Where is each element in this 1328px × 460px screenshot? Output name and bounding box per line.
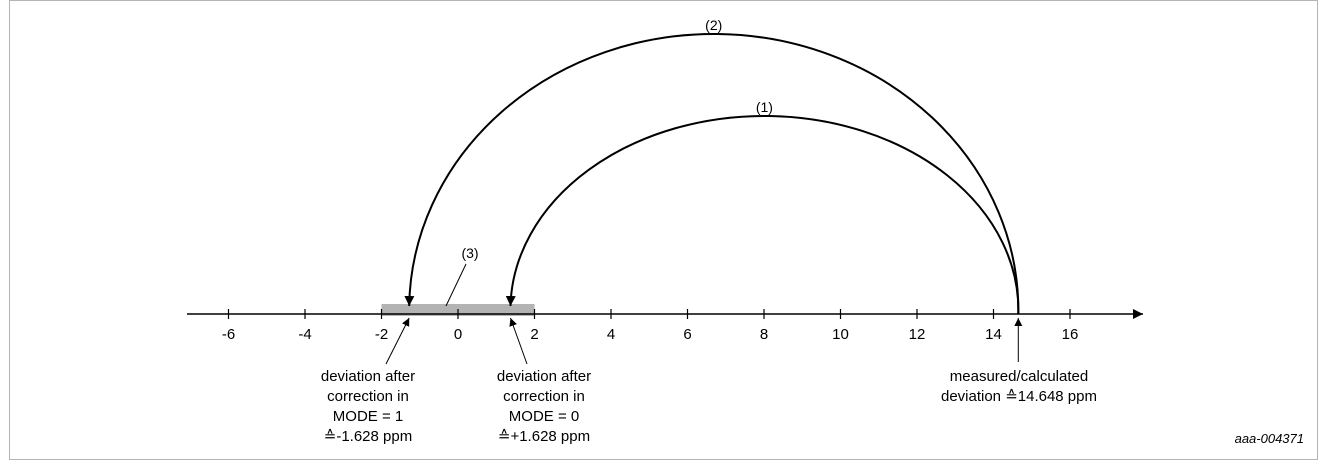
mode1-annotation-line3: MODE = 1 [333,408,403,425]
axis-tick-label: -2 [375,326,388,343]
mode0-annotation-line3: MODE = 0 [509,408,579,425]
mode1-annotation-line2: correction in [327,388,409,405]
mode1-annotation-line4: ≙-1.628 ppm [324,428,412,445]
deviation-diagram: -6 -4 -2 0 2 4 6 8 10 12 14 16 (2) (1) (3) deviatio… [187,17,1304,446]
mode1-pointer [385,317,410,365]
figure-id: aaa-004371 [1235,431,1304,446]
arc-2-label: (2) [705,17,722,33]
mode0-annotation-line2: correction in [503,388,585,405]
measured-annotation-line1: measured/calculated [950,368,1088,385]
band-label-leader [445,263,467,307]
mode0-annotation-line1: deviation after [497,368,591,385]
mode0-pointer [509,317,528,365]
measured-annotation-line2: deviation ≙14.648 ppm [941,388,1097,405]
axis-tick-label: 2 [530,326,538,343]
axis-tick-label: 14 [985,326,1002,343]
axis-tick-label: 4 [607,326,615,343]
arc-1 [505,114,1020,315]
axis-tick-label: 8 [760,326,768,343]
axis-tick-label: 6 [683,326,691,343]
axis-tick-label: -6 [222,326,235,343]
axis-tick-label: 0 [454,326,462,343]
axis-tick-label: -4 [298,326,311,343]
axis-tick-labels: -6 -4 -2 0 2 4 6 8 10 12 14 16 [222,326,1079,343]
axis-ticks [227,309,1071,319]
mode1-annotation-line1: deviation after [321,368,415,385]
arc-1-label: (1) [756,99,773,115]
axis-tick-label: 12 [909,326,926,343]
mode0-annotation-line4: ≙+1.628 ppm [498,428,590,445]
axis-tick-label: 10 [832,326,849,343]
axis-tick-label: 16 [1062,326,1079,343]
arc-2 [404,32,1020,315]
band-label: (3) [461,245,478,261]
